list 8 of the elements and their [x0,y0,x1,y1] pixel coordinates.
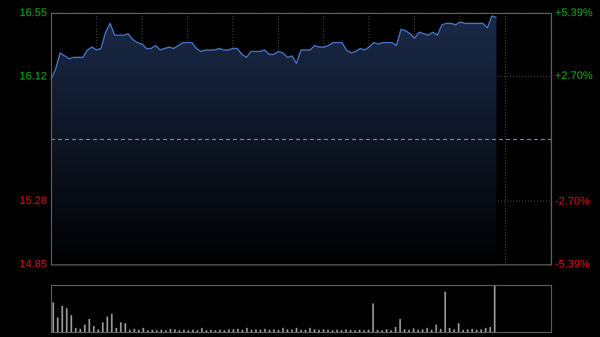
y2-tick-label: -5.39% [555,258,590,270]
y2-tick-label: -2.70% [555,196,590,208]
y-tick-label: 15.28 [19,194,47,207]
y-tick-label: 16.12 [19,70,47,83]
y-tick-label: 14.85 [19,258,47,270]
y-tick-label: 16.55 [19,7,47,20]
y2-tick-label: +5.39% [555,7,593,20]
y2-tick-label: +2.70% [555,70,593,82]
